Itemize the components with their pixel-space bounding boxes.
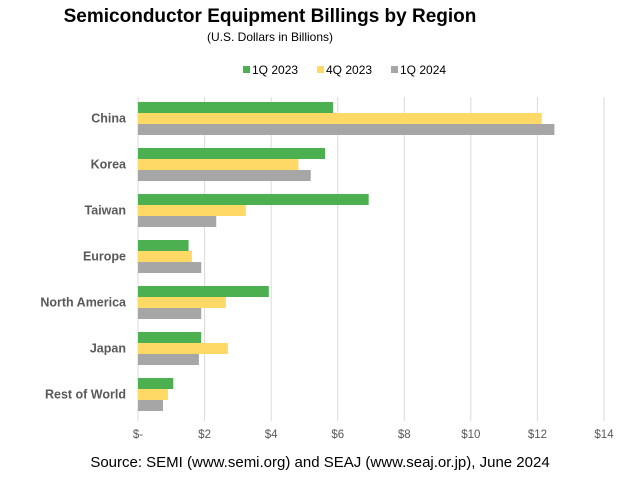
bar (138, 216, 217, 227)
bar (138, 286, 269, 297)
chart-title: Semiconductor Equipment Billings by Regi… (63, 6, 477, 27)
gridlines (137, 97, 605, 421)
bar (138, 389, 168, 400)
category-label: Korea (91, 158, 127, 172)
source-footnote: Source: SEMI (www.semi.org) and SEAJ (ww… (90, 454, 550, 471)
bar (138, 102, 334, 113)
bar (138, 170, 311, 181)
category-label: North America (40, 296, 127, 310)
bar (138, 148, 326, 159)
bar (138, 159, 299, 170)
category-label: Europe (83, 250, 126, 264)
bar (138, 251, 192, 262)
bar (138, 400, 163, 411)
bar (138, 240, 189, 251)
legend-label: 1Q 2024 (400, 63, 446, 77)
bars (138, 102, 555, 411)
x-tick-label: $2 (198, 429, 211, 441)
bar (138, 378, 174, 389)
x-tick-label: $6 (331, 429, 344, 441)
bar (138, 343, 228, 354)
bar (138, 262, 202, 273)
category-label: Japan (90, 342, 126, 356)
chart-subtitle: (U.S. Dollars in Billions) (206, 30, 334, 44)
bar (138, 354, 199, 365)
legend-swatch (391, 66, 398, 73)
category-label: China (91, 112, 127, 126)
x-tick-label: $4 (265, 429, 278, 441)
x-tick-label: $8 (398, 429, 411, 441)
x-tick-label: $14 (594, 429, 614, 441)
bar (138, 308, 202, 319)
legend-swatch (317, 66, 324, 73)
category-label: Taiwan (85, 204, 126, 218)
bar (138, 124, 555, 135)
legend-swatch (243, 66, 250, 73)
bar-chart: 1Q 2023 4Q 2023 1Q 2024 China Korea Taiwan Eu… (40, 63, 614, 441)
bar (138, 332, 202, 343)
x-tick-label: $- (133, 429, 143, 441)
bar (138, 194, 369, 205)
legend-label: 4Q 2023 (326, 63, 372, 77)
x-axis-ticks: $- $2 $4 $6 $8 $10 $12 $14 (133, 429, 614, 441)
bar (138, 113, 542, 124)
bar (138, 205, 246, 216)
category-label: Rest of World (45, 388, 126, 402)
x-tick-label: $10 (461, 429, 480, 441)
category-labels: China Korea Taiwan Europe North America Japan… (40, 112, 127, 402)
x-tick-label: $12 (528, 429, 547, 441)
legend: 1Q 2023 4Q 2023 1Q 2024 (243, 63, 446, 77)
legend-label: 1Q 2023 (252, 63, 298, 77)
bar (138, 297, 226, 308)
